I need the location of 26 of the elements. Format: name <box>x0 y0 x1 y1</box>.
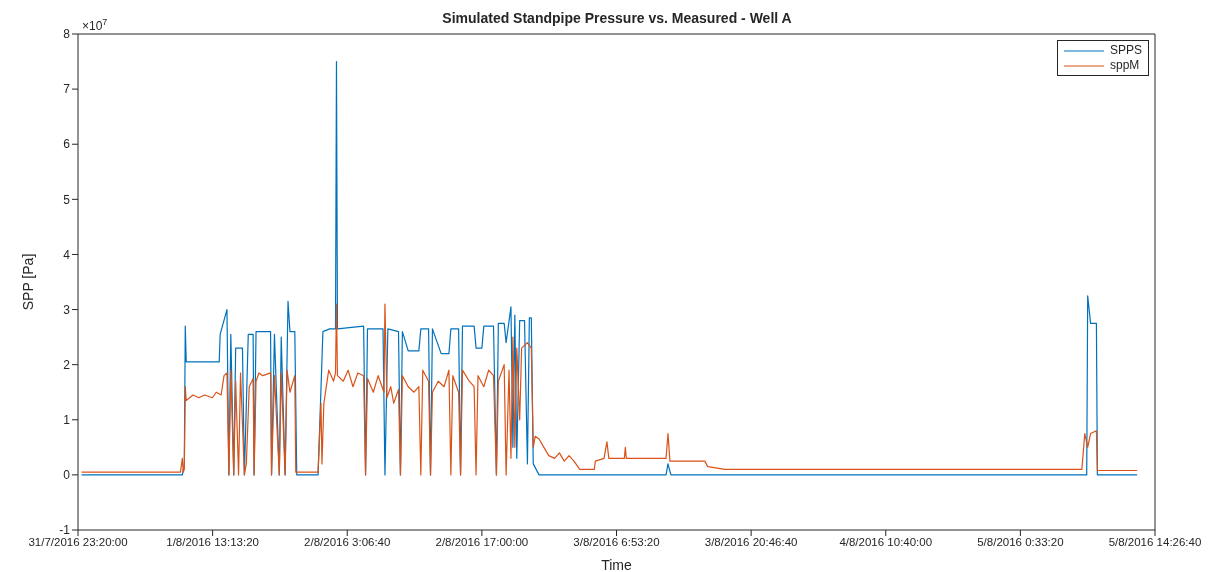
x-tick-label: 1/8/2016 13:13:20 <box>166 536 259 549</box>
y-tick-label: 6 <box>63 137 71 152</box>
x-tick-label: 5/8/2016 0:33:20 <box>977 536 1064 549</box>
y-tick-label: 4 <box>63 247 71 262</box>
y-tick-label: 5 <box>63 192 71 207</box>
y-tick-label: 2 <box>63 357 71 372</box>
x-tick-label: 2/8/2016 3:06:40 <box>304 536 391 549</box>
x-axis-title: Time <box>601 557 633 572</box>
y-tick-label: 8 <box>63 27 71 42</box>
y-tick-label: 3 <box>63 302 71 317</box>
y-axis-title: SPP [Pa] <box>19 253 36 311</box>
y-tick-label: 0 <box>63 468 71 483</box>
x-tick-label: 3/8/2016 20:46:40 <box>704 536 798 549</box>
x-tick-label: 2/8/2016 17:00:00 <box>435 536 529 549</box>
text: ×10$^{7}$ <box>82 17 108 33</box>
legend-label: SPPS <box>1109 43 1142 58</box>
y-tick-label: -1 <box>59 523 71 538</box>
x-tick-label: 4/8/2016 10:40:00 <box>839 536 933 549</box>
chart-title: Simulated Standpipe Pressure vs. Measured - Well A <box>442 10 792 26</box>
x-tick-label: 3/8/2016 6:53:20 <box>573 536 660 549</box>
y-tick-label: 1 <box>63 413 71 428</box>
y-tick-label: 7 <box>63 82 71 97</box>
line-series <box>80 303 1138 476</box>
x-tick-label: 31/7/2016 23:20:00 <box>28 536 128 549</box>
x-tick-label: 5/8/2016 14:26:40 <box>1108 536 1202 549</box>
legend-label: sppM <box>1109 58 1140 73</box>
